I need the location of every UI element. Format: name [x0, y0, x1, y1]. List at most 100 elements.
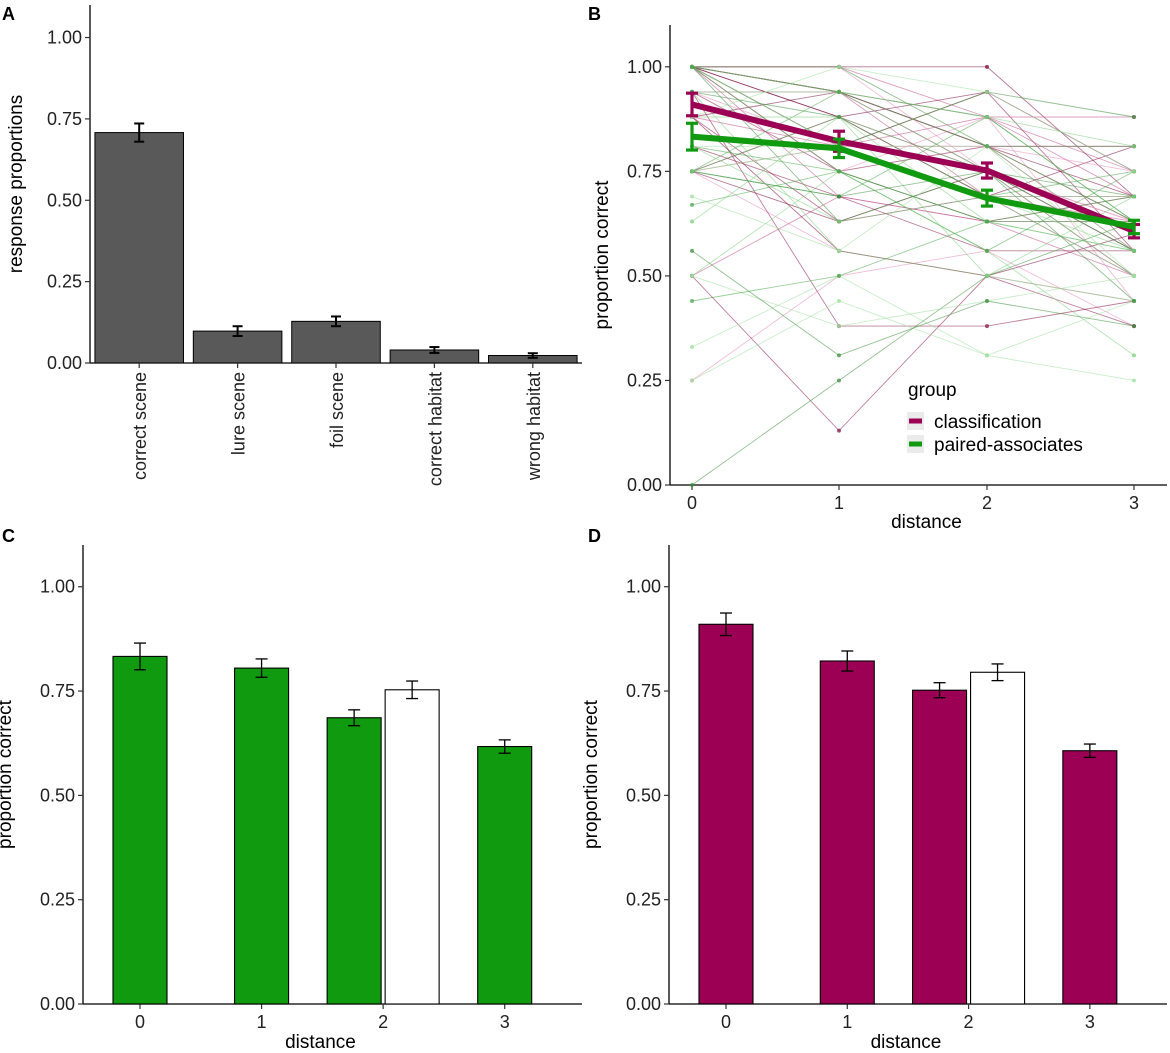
individual-point [985, 353, 989, 358]
bar [912, 689, 968, 1005]
individual-point [690, 248, 694, 253]
x-tick-label: wrong habitat [524, 372, 544, 481]
mean-line-classification [691, 101, 1136, 234]
individual-point [985, 248, 989, 253]
y-axis-title: proportion correct [581, 699, 602, 849]
y-axis-title: response proportions [6, 95, 27, 274]
x-tick-label: 1 [257, 1012, 267, 1032]
x-tick-label: foil scene [327, 372, 347, 448]
individual-point [985, 144, 989, 149]
individual-line [691, 170, 1135, 302]
y-tick-label: 0.75 [626, 681, 661, 701]
individual-point [690, 345, 694, 349]
individual-point [1132, 378, 1136, 383]
individual-point [837, 324, 841, 329]
y-tick-label: 1.00 [47, 28, 82, 48]
y-tick-label: 0.50 [627, 266, 662, 286]
individual-point [1132, 194, 1136, 199]
individual-point [690, 299, 694, 303]
y-axis-title: proportion correct [0, 699, 16, 849]
y-tick-label: 0.25 [47, 272, 82, 292]
x-axis-title: distance [891, 512, 962, 533]
bar [477, 745, 533, 1005]
individual-point [690, 169, 694, 174]
x-tick-label: 1 [842, 1012, 852, 1032]
individual-line [691, 66, 1135, 222]
panel-letter-b: B [588, 4, 601, 24]
individual-point [985, 89, 989, 94]
individual-line [691, 275, 1135, 356]
individual-point [837, 378, 841, 383]
panel-c-chart: 0.00 0.25 0.50 0.75 1.00 proportion correct 0 1… [0, 545, 582, 1053]
individual-point [985, 219, 989, 224]
individual-point [690, 202, 694, 207]
individual-point [1132, 273, 1136, 278]
individual-point [690, 273, 694, 278]
x-tick-label: 1 [834, 493, 844, 513]
bar [1062, 750, 1118, 1005]
bar [819, 660, 875, 1005]
y-tick-label: 1.00 [627, 57, 662, 77]
y-tick-label: 0.50 [626, 785, 661, 805]
individual-line [691, 300, 1135, 381]
x-tick-label: 0 [721, 1012, 731, 1032]
x-axis-title: distance [871, 1032, 942, 1053]
x-tick-label: correct habitat [425, 372, 445, 486]
y-tick-label: 0.50 [47, 190, 82, 210]
x-tick-label: 3 [1129, 493, 1139, 513]
individual-point [837, 219, 841, 224]
individual-point [837, 299, 841, 303]
individual-point [985, 115, 989, 119]
bar [291, 320, 381, 364]
individual-point [837, 273, 841, 278]
y-tick-label: 0.00 [47, 353, 82, 373]
individual-point [837, 89, 841, 94]
x-tick-label: 2 [982, 493, 992, 513]
individual-point [1132, 115, 1136, 119]
panel-b-chart: 0.00 0.25 0.50 0.75 1.00 proportion correct 0 1… [592, 25, 1167, 533]
y-tick-label: 1.00 [40, 577, 75, 597]
individual-point [985, 324, 989, 329]
y-tick-label: 0.75 [47, 109, 82, 129]
individual-point [690, 483, 694, 487]
individual-line [691, 196, 1135, 302]
y-tick-label: 0.75 [40, 681, 75, 701]
individual-point [690, 219, 694, 224]
panel-a-chart: 0.00 0.25 0.50 0.75 1.00 response proportions… [6, 5, 582, 486]
y-tick-label: 0.00 [40, 994, 75, 1014]
individual-point [837, 353, 841, 358]
individual-point [837, 194, 841, 199]
individual-point [1132, 353, 1136, 358]
individual-point [985, 299, 989, 303]
bar [234, 667, 290, 1005]
individual-point [837, 428, 841, 433]
x-tick-label: 0 [687, 493, 697, 513]
x-tick-label: lure scene [229, 372, 249, 455]
individual-line [691, 275, 1135, 327]
bar [970, 671, 1026, 1005]
legend-label: paired-associates [934, 435, 1083, 456]
y-tick-label: 1.00 [626, 577, 661, 597]
x-tick-label: 0 [135, 1012, 145, 1032]
individual-point [1132, 248, 1136, 253]
x-tick-label: 3 [1085, 1012, 1095, 1032]
panel-letter-a: A [2, 4, 15, 24]
individual-point [837, 64, 841, 69]
individual-line [691, 91, 1135, 302]
individual-line [691, 250, 1135, 356]
individual-point [1132, 324, 1136, 329]
legend-title: group [908, 380, 957, 401]
mean-line-paired-associates [691, 133, 1135, 230]
legend-label: classification [934, 412, 1042, 433]
individual-line [691, 195, 1135, 277]
individual-point [837, 248, 841, 253]
x-tick-label: correct scene [130, 372, 150, 480]
panel-letter-d: D [588, 526, 601, 546]
y-tick-label: 0.00 [627, 475, 662, 495]
x-tick-label: 2 [964, 1012, 974, 1032]
bar [112, 655, 168, 1005]
y-axis-title: proportion correct [592, 180, 613, 330]
x-tick-label: 3 [500, 1012, 510, 1032]
x-axis-title: distance [285, 1032, 356, 1053]
